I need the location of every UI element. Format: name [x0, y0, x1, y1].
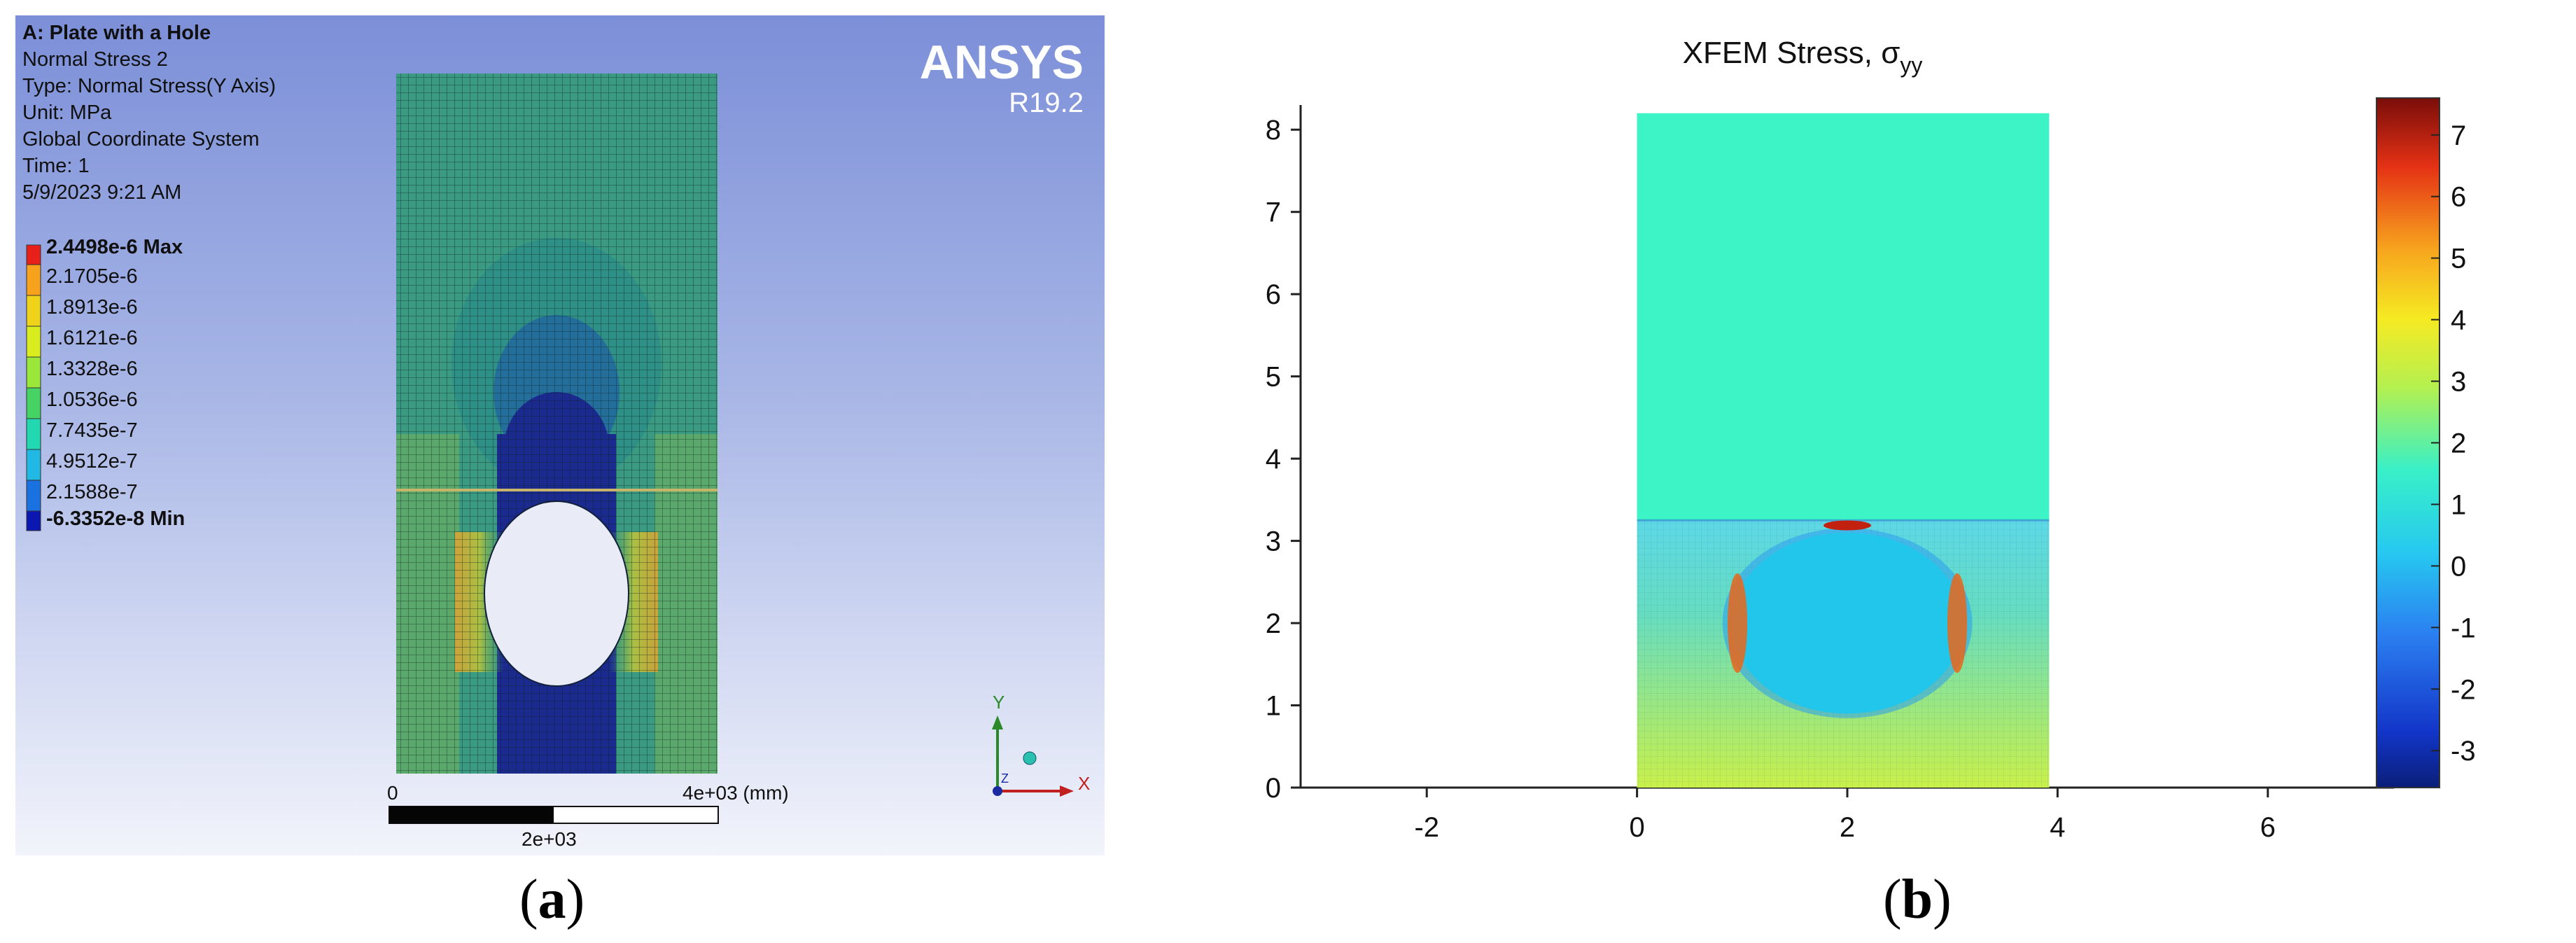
info-line: Normal Stress 2	[22, 48, 168, 71]
scale-left-label: 0	[387, 782, 398, 804]
y-tick-label: 6	[1266, 279, 1281, 310]
chart-title-sub: yy	[1900, 53, 1922, 78]
legend-label: 2.1705e-6	[46, 265, 138, 288]
colorbar-tick-labels: -3 -2 -1 0 1 2 3 4 5 6 7	[2431, 120, 2476, 767]
colorbar-tick-label: 3	[2451, 367, 2466, 398]
colorbar-tick-label: 0	[2451, 551, 2466, 582]
triad-y-label: Y	[993, 692, 1004, 713]
y-tick-label: 7	[1266, 197, 1281, 228]
legend-label: 7.7435e-7	[46, 419, 138, 442]
stress-concentration-top	[1823, 520, 1871, 531]
legend-label: 2.1588e-7	[46, 481, 138, 503]
x-tick-labels: -2 0 2 4 6	[1414, 788, 2276, 843]
chart-title: XFEM Stress, σyy	[1683, 36, 1923, 78]
ansys-viewport: A: Plate with a Hole Normal Stress 2 Typ…	[15, 15, 1105, 855]
y-tick-labels: 0 1 2 3 4 5 6 7 8	[1266, 115, 1301, 804]
legend-swatches	[26, 244, 41, 531]
y-tick-label: 8	[1266, 115, 1281, 146]
caption-b-letter: b	[1901, 869, 1933, 930]
plate-hole	[484, 501, 629, 687]
axis-triad: Y X Z	[992, 692, 1090, 797]
caption-a-close: )	[566, 869, 585, 930]
caption-b-open: (	[1883, 869, 1902, 930]
x-tick-label: 4	[2050, 812, 2065, 843]
legend-label: 4.9512e-7	[46, 450, 138, 473]
x-tick-label: 6	[2260, 812, 2276, 843]
colorbar-tick-label: -3	[2451, 736, 2476, 767]
legend-label: 1.3328e-6	[46, 358, 138, 380]
info-title: A: Plate with a Hole	[22, 22, 211, 44]
x-tick-label: 2	[1840, 812, 1855, 843]
stress-concentration-right	[1947, 573, 1967, 673]
info-line: Global Coordinate System	[22, 128, 260, 151]
xfem-chart: XFEM Stress, σyy -2 0 2 4 6 0 1 2 3 4 5 6 7 8 -3 -2 -1…	[1266, 36, 2476, 843]
scale-mid-label: 2e+03	[522, 828, 577, 850]
stress-concentration-left	[1728, 573, 1748, 673]
plate-upper-region	[1637, 113, 2050, 521]
caption-a-letter: a	[538, 869, 566, 930]
info-block: A: Plate with a Hole Normal Stress 2 Typ…	[22, 22, 276, 204]
y-tick-label: 3	[1266, 526, 1281, 557]
colorbar-tick-label: 5	[2451, 244, 2466, 274]
ansys-version: R19.2	[1009, 88, 1084, 118]
colorbar-tick-label: -2	[2451, 674, 2476, 705]
info-line: Type: Normal Stress(Y Axis)	[22, 75, 276, 97]
info-line: 5/9/2023 9:21 AM	[22, 181, 181, 204]
caption-b-close: )	[1933, 869, 1952, 930]
y-tick-label: 5	[1266, 362, 1281, 393]
chart-title-main: XFEM Stress, σ	[1683, 36, 1900, 70]
colorbar	[2376, 97, 2440, 788]
x-tick-label: 0	[1629, 812, 1644, 843]
triad-x-label: X	[1078, 773, 1090, 794]
colorbar-tick-label: 1	[2451, 489, 2466, 520]
colorbar-tick-label: 4	[2451, 305, 2466, 336]
ansys-logo: ANSYS	[920, 36, 1084, 89]
info-line: Unit: MPa	[22, 102, 112, 124]
caption-a-open: (	[519, 869, 538, 930]
scale-right-label: 4e+03 (mm)	[682, 782, 789, 804]
caption-b: (b)	[1883, 868, 1952, 932]
caption-a: (a)	[519, 868, 584, 932]
legend-label: -6.3352e-8 Min	[46, 508, 185, 530]
colorbar-tick-label: 6	[2451, 182, 2466, 213]
colorbar-tick-label: 7	[2451, 120, 2466, 151]
y-tick-label: 1	[1266, 691, 1281, 722]
legend-label: 1.8913e-6	[46, 296, 138, 319]
y-tick-label: 0	[1266, 773, 1281, 804]
plate-field	[1637, 113, 2050, 788]
hole-region	[1731, 532, 1963, 714]
scale-bar: 0 4e+03 (mm) 2e+03	[387, 782, 789, 850]
info-line: Time: 1	[22, 155, 90, 177]
legend-label: 2.4498e-6 Max	[46, 236, 183, 258]
colorbar-tick-label: 2	[2451, 428, 2466, 459]
y-tick-label: 4	[1266, 444, 1281, 475]
y-tick-label: 2	[1266, 608, 1281, 639]
x-tick-label: -2	[1414, 812, 1439, 843]
colorbar-tick-label: -1	[2451, 613, 2476, 643]
triad-z-label: Z	[1001, 771, 1009, 785]
panel-a-ansys-plot: A: Plate with a Hole Normal Stress 2 Typ…	[0, 0, 1120, 882]
legend-label: 1.0536e-6	[46, 389, 138, 411]
legend-labels: 2.4498e-6 Max 2.1705e-6 1.8913e-6 1.6121…	[46, 236, 185, 530]
panel-b-xfem-chart: XFEM Stress, σyy -2 0 2 4 6 0 1 2 3 4 5 6 7 8 -3 -2 -1…	[1260, 0, 2576, 882]
plate-mesh	[396, 74, 718, 774]
legend-label: 1.6121e-6	[46, 327, 138, 349]
